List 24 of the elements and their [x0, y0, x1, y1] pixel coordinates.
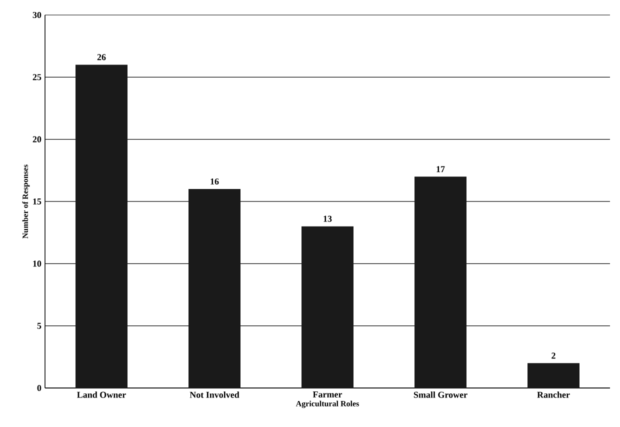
x-tick-label: Rancher [537, 392, 570, 398]
x-tick-label: Small Grower [414, 392, 468, 398]
y-tick-label: 0 [37, 384, 42, 392]
y-axis-title: Number of Responses [22, 164, 30, 238]
data-label: 16 [210, 178, 219, 185]
y-tick-label: 25 [32, 74, 42, 80]
x-tick-label: Not Involved [190, 392, 240, 398]
data-label: 2 [552, 352, 556, 359]
data-label: 26 [97, 54, 106, 60]
y-tick-label: 30 [32, 12, 42, 18]
bar [188, 189, 241, 388]
y-tick-label: 10 [33, 260, 42, 267]
y-tick-label: 20 [32, 136, 42, 142]
x-axis-title: Agricultural Roles [296, 400, 359, 408]
y-tick-label: 15 [33, 198, 42, 205]
x-tick-label: Farmer [312, 392, 342, 398]
bar [76, 64, 128, 388]
bar [528, 363, 580, 388]
bar [414, 176, 466, 388]
y-tick-label: 5 [37, 322, 42, 329]
x-tick-label: Land Owner [77, 392, 126, 398]
bar [302, 226, 354, 388]
data-label: 17 [436, 166, 445, 172]
data-label: 13 [324, 216, 332, 222]
